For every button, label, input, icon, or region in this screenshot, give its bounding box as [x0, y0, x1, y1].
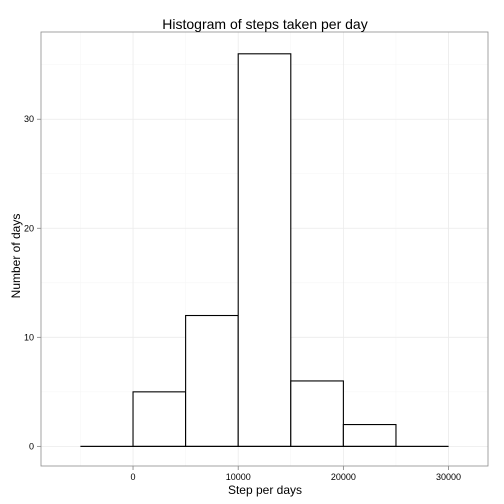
y-tick-label: 0: [29, 441, 34, 451]
y-tick-label: 30: [24, 114, 34, 124]
x-axis-label: Step per days: [228, 483, 302, 497]
plot-panel: [40, 31, 489, 467]
histogram-bar-2: [185, 314, 239, 447]
x-tick-label: 30000: [436, 472, 461, 482]
histogram-bar-3: [237, 53, 292, 447]
y-axis-label: Number of days: [9, 214, 23, 299]
bars: [80, 53, 449, 447]
x-tick-label: 20000: [331, 472, 356, 482]
histogram-bar-5: [342, 424, 397, 447]
histogram-bar-4: [290, 380, 344, 447]
y-tick-label: 10: [24, 332, 34, 342]
axis-ticks: 0 10000 20000 30000 0 10 20 30: [24, 114, 461, 482]
y-tick-label: 20: [24, 223, 34, 233]
histogram-bar-1: [132, 391, 187, 447]
x-tick-label: 0: [131, 472, 136, 482]
x-tick-label: 10000: [226, 472, 251, 482]
chart-title: Histogram of steps taken per day: [162, 16, 367, 32]
